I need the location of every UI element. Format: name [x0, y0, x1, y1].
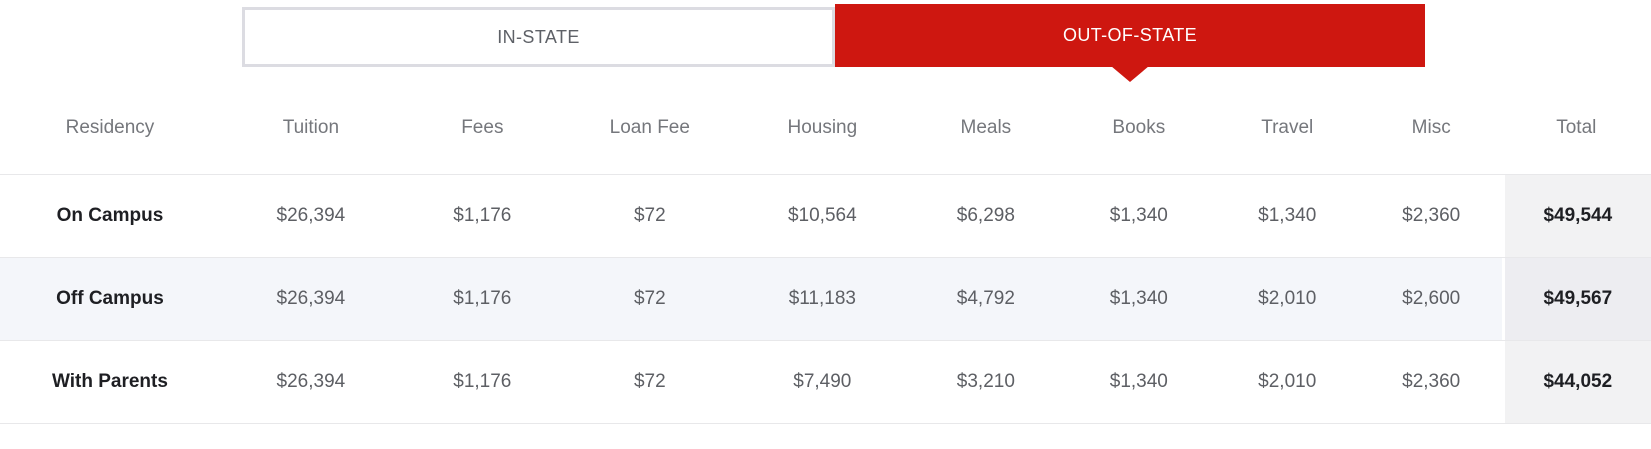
- col-header-housing: Housing: [787, 117, 858, 138]
- residency-tabs: IN-STATE OUT-OF-STATE: [242, 4, 1425, 82]
- col-header-meals: Meals: [960, 117, 1012, 138]
- misc-cell: $2,600: [1402, 288, 1461, 309]
- total-cell: $49,544: [1501, 175, 1651, 257]
- residency-cell: Off Campus: [56, 288, 164, 309]
- housing-cell: $7,490: [793, 371, 852, 392]
- table-row-off-campus: Off Campus $26,394 $1,176 $72 $11,183 $4…: [0, 257, 1651, 340]
- col-header-loan-fee: Loan Fee: [609, 117, 690, 138]
- col-header-tuition: Tuition: [282, 117, 340, 138]
- tuition-cell: $26,394: [276, 288, 346, 309]
- tuition-cell: $26,394: [276, 205, 346, 226]
- table-row-with-parents: With Parents $26,394 $1,176 $72 $7,490 $…: [0, 340, 1651, 424]
- fees-cell: $1,176: [453, 205, 512, 226]
- tab-out-of-state-label: OUT-OF-STATE: [1062, 25, 1198, 45]
- col-header-total: Total: [1556, 117, 1597, 138]
- meals-cell: $3,210: [956, 371, 1015, 392]
- col-header-travel: Travel: [1261, 117, 1314, 138]
- residency-cell: On Campus: [56, 205, 164, 226]
- travel-cell: $1,340: [1258, 205, 1317, 226]
- tuition-cell: $26,394: [276, 371, 346, 392]
- books-cell: $1,340: [1109, 371, 1168, 392]
- travel-cell: $2,010: [1258, 288, 1317, 309]
- residency-cell: With Parents: [51, 371, 168, 392]
- meals-cell: $4,792: [956, 288, 1015, 309]
- table-row-on-campus: On Campus $26,394 $1,176 $72 $10,564 $6,…: [0, 174, 1651, 257]
- books-cell: $1,340: [1109, 205, 1168, 226]
- total-cell: $44,052: [1501, 341, 1651, 423]
- cost-of-attendance-widget: IN-STATE OUT-OF-STATE Residency Tuition …: [0, 4, 1651, 449]
- loan-fee-cell: $72: [633, 288, 666, 309]
- housing-cell: $11,183: [788, 288, 856, 309]
- col-header-books: Books: [1112, 117, 1166, 138]
- misc-cell: $2,360: [1402, 205, 1461, 226]
- travel-cell: $2,010: [1258, 371, 1317, 392]
- total-cell: $49,567: [1501, 258, 1651, 340]
- misc-cell: $2,360: [1402, 371, 1461, 392]
- fees-cell: $1,176: [453, 288, 512, 309]
- loan-fee-cell: $72: [633, 205, 666, 226]
- col-header-misc: Misc: [1411, 117, 1451, 138]
- meals-cell: $6,298: [956, 205, 1015, 226]
- col-header-residency: Residency: [65, 117, 155, 138]
- loan-fee-cell: $72: [633, 371, 666, 392]
- bottom-spacer: [0, 424, 1651, 446]
- books-cell: $1,340: [1109, 288, 1168, 309]
- tab-in-state[interactable]: IN-STATE: [242, 7, 835, 67]
- fees-cell: $1,176: [453, 371, 512, 392]
- col-header-fees: Fees: [461, 117, 504, 138]
- active-tab-pointer-icon: [1111, 66, 1149, 82]
- tab-out-of-state[interactable]: OUT-OF-STATE: [835, 4, 1425, 82]
- cost-breakdown-table: Residency Tuition Fees Loan Fee Housing …: [0, 67, 1651, 424]
- table-header-row: Residency Tuition Fees Loan Fee Housing …: [0, 67, 1651, 174]
- housing-cell: $10,564: [787, 205, 857, 226]
